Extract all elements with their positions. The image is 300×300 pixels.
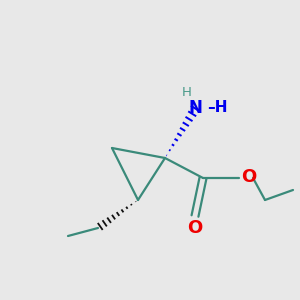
Text: O: O <box>188 219 202 237</box>
Text: H: H <box>182 85 192 98</box>
Text: O: O <box>242 168 256 186</box>
Text: –H: –H <box>207 100 227 116</box>
Text: N: N <box>188 99 202 117</box>
